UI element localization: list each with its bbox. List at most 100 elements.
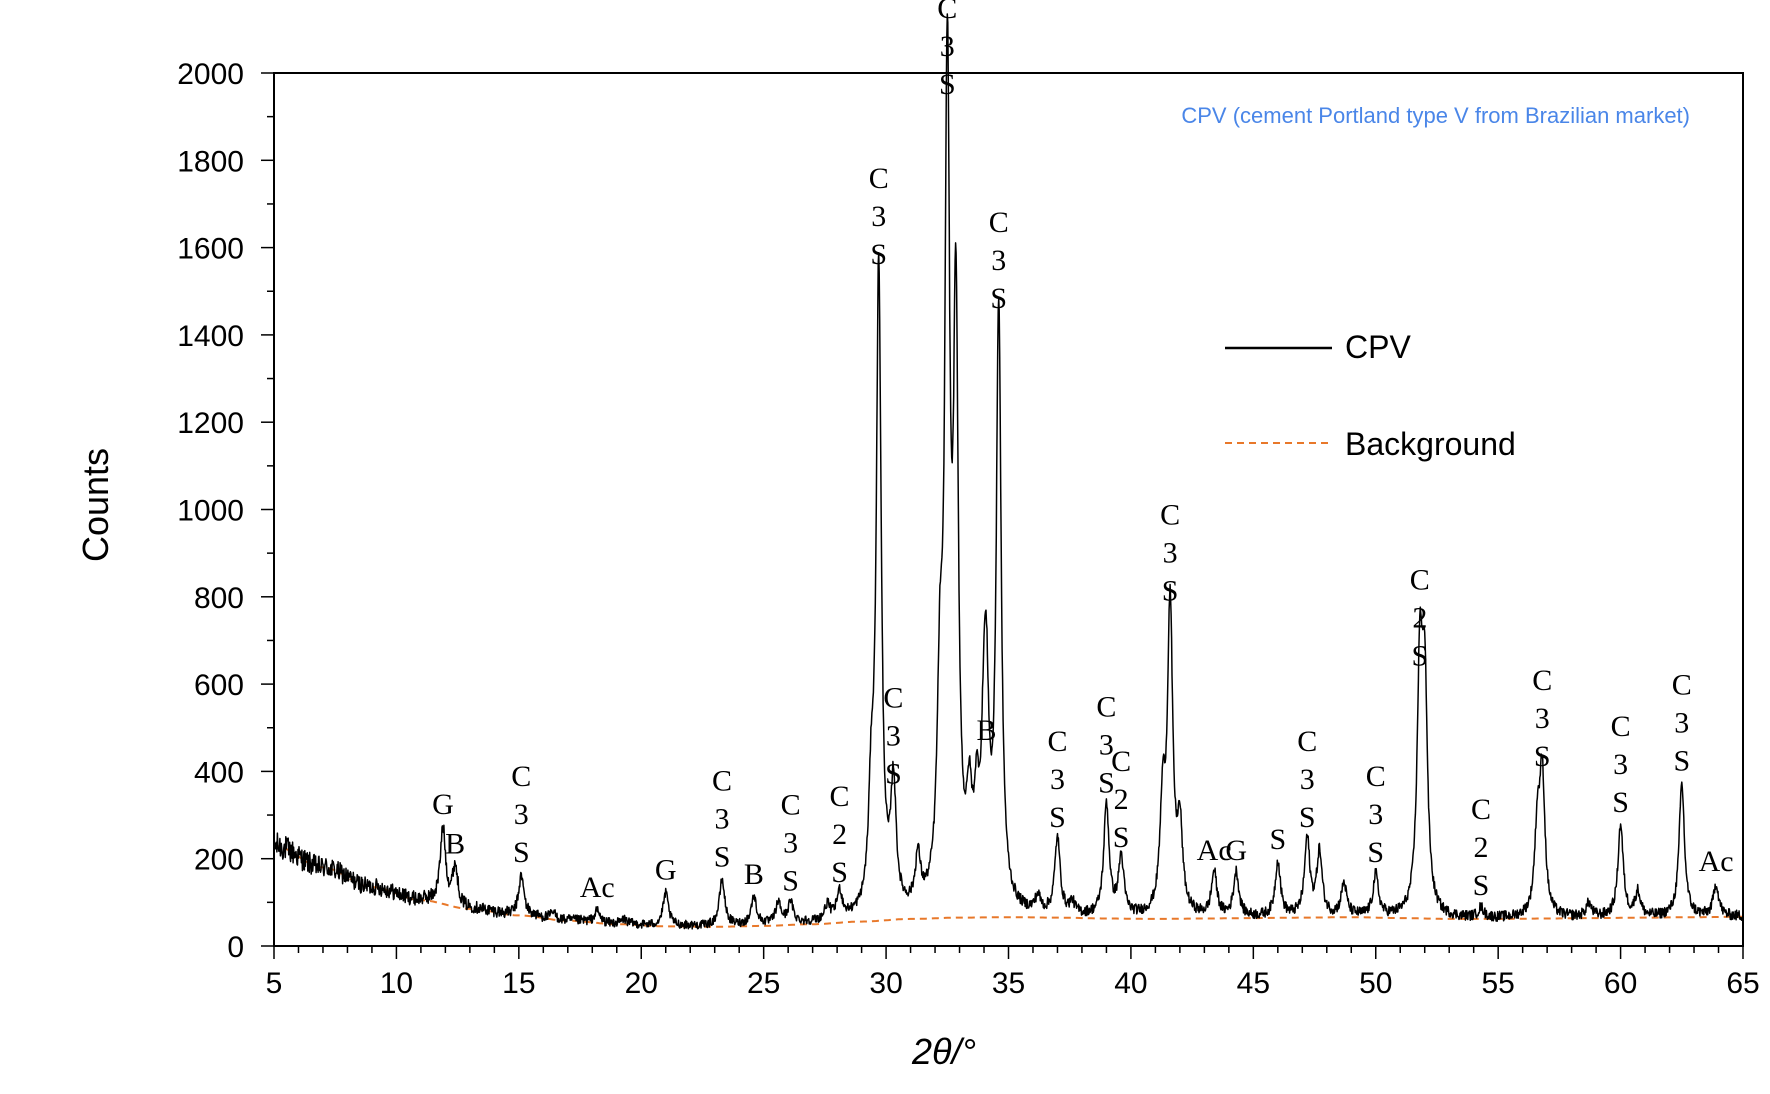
peak-label-char: C: [511, 760, 531, 793]
peak-label-char: B: [445, 827, 465, 860]
y-tick-label: 1800: [177, 145, 244, 178]
peak-label-char: Ac: [1197, 834, 1232, 867]
y-tick-label: 1600: [177, 233, 244, 266]
peak-label-char: S: [831, 856, 848, 889]
peak-label-char: C: [1611, 710, 1631, 743]
y-axis-ticks: 0 200 400 600 800 1000 1200 1400 1600 1800 2000: [177, 58, 274, 964]
peak-label: C 3 S: [1532, 664, 1552, 773]
peak-label-char: B: [744, 858, 764, 891]
peak-label: C 3 S: [712, 765, 732, 874]
peak-label-char: 3: [1613, 748, 1628, 781]
peak-label-char: G: [1225, 834, 1247, 867]
x-tick-label: 65: [1726, 967, 1759, 1000]
peak-label-char: C: [989, 206, 1009, 239]
peak-label-char: G: [432, 788, 454, 821]
peak-label-char: 2: [1114, 783, 1129, 816]
peak-label-char: S: [885, 758, 902, 791]
peak-label-char: S: [1098, 766, 1115, 799]
peak-label-char: 3: [991, 244, 1006, 277]
sample-annotation: CPV (cement Portland type V from Brazili…: [1181, 103, 1690, 128]
peak-label-char: 3: [715, 803, 730, 836]
peak-label-char: 3: [1368, 798, 1383, 831]
peak-label: G: [655, 854, 677, 887]
peak-label: C 2 S: [1410, 564, 1430, 673]
peak-label-char: 3: [1163, 536, 1178, 569]
plot-area-frame: [273, 72, 1744, 947]
peak-label-char: 3: [783, 827, 798, 860]
y-tick-label: 400: [194, 756, 244, 789]
peak-label: G: [1225, 834, 1247, 867]
peak-label: C 3 S: [781, 789, 801, 898]
peak-label-char: S: [1473, 869, 1490, 902]
peak-label-char: C: [1297, 725, 1317, 758]
peak-label-char: 3: [514, 798, 529, 831]
x-tick-label: 55: [1481, 967, 1514, 1000]
peak-label-char: S: [1269, 823, 1286, 856]
peak-label-char: 3: [1674, 706, 1689, 739]
peak-label: C 3 S: [937, 0, 957, 101]
peak-label: C 2 S: [1111, 745, 1131, 854]
x-tick-label: 5: [266, 967, 283, 1000]
legend-cpv-label: CPV: [1345, 329, 1411, 365]
peak-label: S: [1269, 823, 1286, 856]
legend: CPV Background: [1225, 329, 1516, 462]
peak-label-char: 3: [886, 720, 901, 753]
peak-label-char: C: [1410, 564, 1430, 597]
x-tick-label: 30: [869, 967, 902, 1000]
x-tick-label: 25: [747, 967, 780, 1000]
peak-label: Ac: [580, 871, 615, 904]
peak-label-char: 2: [1412, 602, 1427, 635]
x-tick-label: 20: [625, 967, 658, 1000]
peak-label-char: C: [1160, 498, 1180, 531]
y-tick-label: 2000: [177, 58, 244, 91]
peak-label-char: S: [1049, 801, 1066, 834]
x-tick-label: 60: [1604, 967, 1637, 1000]
x-axis-ticks: 5 10 15 20 25 30 35 40 45 50 55 60 65: [266, 946, 1760, 1000]
peak-label-char: C: [1111, 745, 1131, 778]
cpv-series-layer: [273, 13, 1744, 930]
peak-label-char: S: [1534, 740, 1551, 773]
peak-label-char: C: [869, 162, 889, 195]
peak-label: Ac: [1197, 834, 1232, 867]
peak-label-char: C: [1471, 793, 1491, 826]
y-tick-label: 800: [194, 582, 244, 615]
peak-label-char: S: [714, 841, 731, 874]
peak-label-char: C: [1672, 668, 1692, 701]
peak-label-char: S: [1673, 744, 1690, 777]
peak-label-char: Ac: [1699, 845, 1734, 878]
y-tick-label: 0: [227, 931, 244, 964]
peak-label-char: S: [1411, 640, 1428, 673]
peak-label-char: 3: [1050, 763, 1065, 796]
peak-label-char: C: [830, 780, 850, 813]
y-tick-label: 1000: [177, 495, 244, 528]
peak-label: C 2 S: [830, 780, 850, 889]
x-tick-label: 10: [380, 967, 413, 1000]
peak-label: C 3 S: [1366, 760, 1386, 869]
peak-label-char: 3: [871, 200, 886, 233]
peak-label-char: B: [976, 714, 996, 747]
peak-label-char: S: [1367, 836, 1384, 869]
peak-label: C 3 S: [869, 162, 889, 271]
peak-label-char: S: [782, 865, 799, 898]
peak-label-char: 3: [1300, 763, 1315, 796]
peak-label-char: C: [1532, 664, 1552, 697]
peak-label: B: [976, 714, 996, 747]
peak-label: G: [432, 788, 454, 821]
peak-label-char: S: [939, 68, 956, 101]
peak-label-char: 3: [1535, 702, 1550, 735]
x-tick-label: 35: [992, 967, 1025, 1000]
peak-labels: GBC3SAcGC3SBC3SC2SC3SC3SC3SBC3SC3SC3SC2S…: [432, 0, 1733, 904]
peak-label-char: S: [1299, 801, 1316, 834]
peak-label: C 3 S: [989, 206, 1009, 315]
y-tick-label: 200: [194, 844, 244, 877]
peak-label: C 3 S: [1160, 498, 1180, 607]
peak-label-char: C: [1366, 760, 1386, 793]
x-tick-label: 50: [1359, 967, 1392, 1000]
peak-label: C 3 S: [511, 760, 531, 869]
peak-label-char: C: [781, 789, 801, 822]
peak-label: C 3 S: [1047, 725, 1067, 834]
peak-label: C 3 S: [883, 682, 903, 791]
peak-label-char: Ac: [580, 871, 615, 904]
y-axis-title: Counts: [75, 448, 116, 562]
